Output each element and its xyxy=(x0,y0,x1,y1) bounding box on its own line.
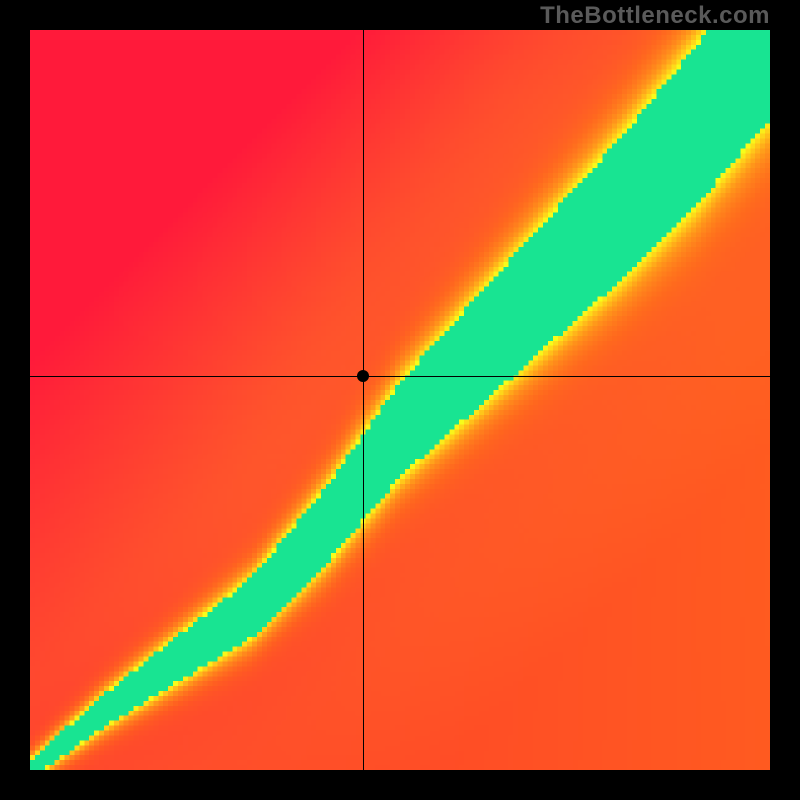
plot-area xyxy=(30,30,770,770)
crosshair-vertical xyxy=(363,30,364,770)
heatmap-canvas xyxy=(30,30,770,770)
chart-frame: TheBottleneck.com xyxy=(0,0,800,800)
selected-point-marker xyxy=(357,370,369,382)
watermark-text: TheBottleneck.com xyxy=(540,2,770,30)
crosshair-horizontal xyxy=(30,376,770,377)
